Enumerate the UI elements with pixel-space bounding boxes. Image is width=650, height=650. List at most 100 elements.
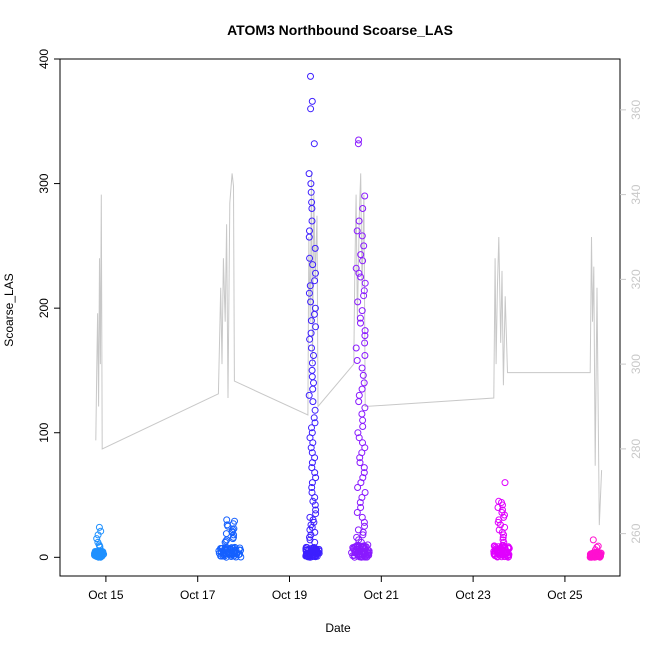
data-point [360, 518, 368, 526]
data-point [361, 404, 369, 412]
temperature-line-layer [95, 173, 603, 526]
data-point [95, 523, 103, 531]
data-point [500, 538, 508, 546]
data-point [354, 484, 362, 491]
data-point [359, 416, 367, 424]
data-point [302, 552, 310, 560]
data-point [230, 531, 238, 539]
data-point [361, 352, 369, 359]
point-cluster [586, 536, 605, 561]
data-point [352, 344, 360, 352]
data-point [361, 489, 369, 496]
y-tick-label: 100 [37, 422, 51, 442]
data-point [358, 494, 366, 501]
data-point [499, 533, 507, 541]
data-point [353, 227, 361, 235]
data-point [310, 414, 318, 422]
x-tick-label: Oct 19 [272, 588, 308, 602]
data-point [307, 72, 314, 80]
data-point [96, 543, 104, 551]
data-point [491, 542, 499, 550]
data-point [222, 530, 230, 538]
y2-tick-label: 340 [629, 184, 643, 204]
points-layer [91, 72, 605, 561]
data-point [303, 551, 311, 558]
data-point [360, 287, 368, 295]
data-point [312, 510, 320, 518]
data-point [493, 545, 500, 553]
data-point [307, 180, 315, 188]
plot-frame [59, 58, 621, 577]
data-point [359, 205, 367, 212]
data-point [360, 469, 368, 477]
data-point [307, 298, 315, 306]
data-point [311, 419, 319, 427]
data-point [357, 319, 364, 327]
data-point [596, 553, 604, 561]
data-point [359, 531, 367, 539]
data-point [304, 546, 312, 554]
data-point [219, 552, 227, 560]
data-point [358, 548, 366, 556]
y-tick-label: 400 [37, 49, 51, 69]
data-point [308, 484, 316, 491]
data-point [361, 339, 369, 347]
data-point [354, 298, 362, 306]
chart-title: ATOM3 Northbound Scoarse_LAS [227, 22, 453, 38]
data-point [308, 205, 316, 212]
data-point [587, 552, 595, 560]
data-point [91, 551, 98, 559]
data-point [356, 314, 364, 322]
data-point [94, 531, 102, 539]
data-point [307, 317, 315, 325]
data-point [591, 546, 599, 554]
data-point [357, 504, 365, 511]
data-point [361, 332, 369, 340]
data-point [308, 479, 316, 487]
data-point [308, 97, 316, 105]
data-point [357, 251, 365, 259]
data-point [307, 329, 315, 337]
data-point [358, 232, 366, 240]
data-point [305, 289, 313, 297]
data-point [355, 398, 363, 406]
data-point [235, 546, 243, 554]
y2-tick-label: 280 [629, 439, 643, 459]
data-point [357, 538, 365, 546]
data-point [309, 385, 317, 393]
x-tick-label: Oct 17 [180, 588, 216, 602]
data-point [311, 244, 319, 252]
data-point [306, 335, 314, 343]
data-point [361, 192, 369, 200]
data-point [305, 233, 313, 241]
x-tick-label: Oct 21 [364, 588, 400, 602]
data-point [501, 553, 509, 561]
data-point [305, 170, 313, 178]
data-point [231, 544, 239, 552]
data-point [360, 464, 368, 472]
data-point [504, 551, 512, 559]
data-point [312, 506, 320, 514]
data-point [355, 136, 363, 144]
data-point [359, 371, 367, 379]
point-cluster [91, 523, 108, 561]
data-point [310, 140, 318, 148]
data-point [312, 323, 320, 331]
data-point [499, 544, 507, 552]
data-point [353, 542, 361, 550]
data-point [360, 292, 368, 300]
data-point [312, 269, 319, 277]
data-point [354, 140, 362, 148]
data-point [361, 279, 369, 287]
data-point [307, 444, 315, 452]
y2-tick-label: 320 [629, 269, 643, 289]
data-point [308, 359, 316, 367]
data-point [308, 344, 315, 352]
data-point [358, 410, 366, 418]
data-point [358, 307, 366, 315]
y-axis-label: Scoarse_LAS [2, 273, 16, 346]
data-point [310, 379, 317, 387]
data-point [309, 261, 317, 269]
temperature-line [95, 173, 603, 526]
data-point [354, 429, 362, 437]
